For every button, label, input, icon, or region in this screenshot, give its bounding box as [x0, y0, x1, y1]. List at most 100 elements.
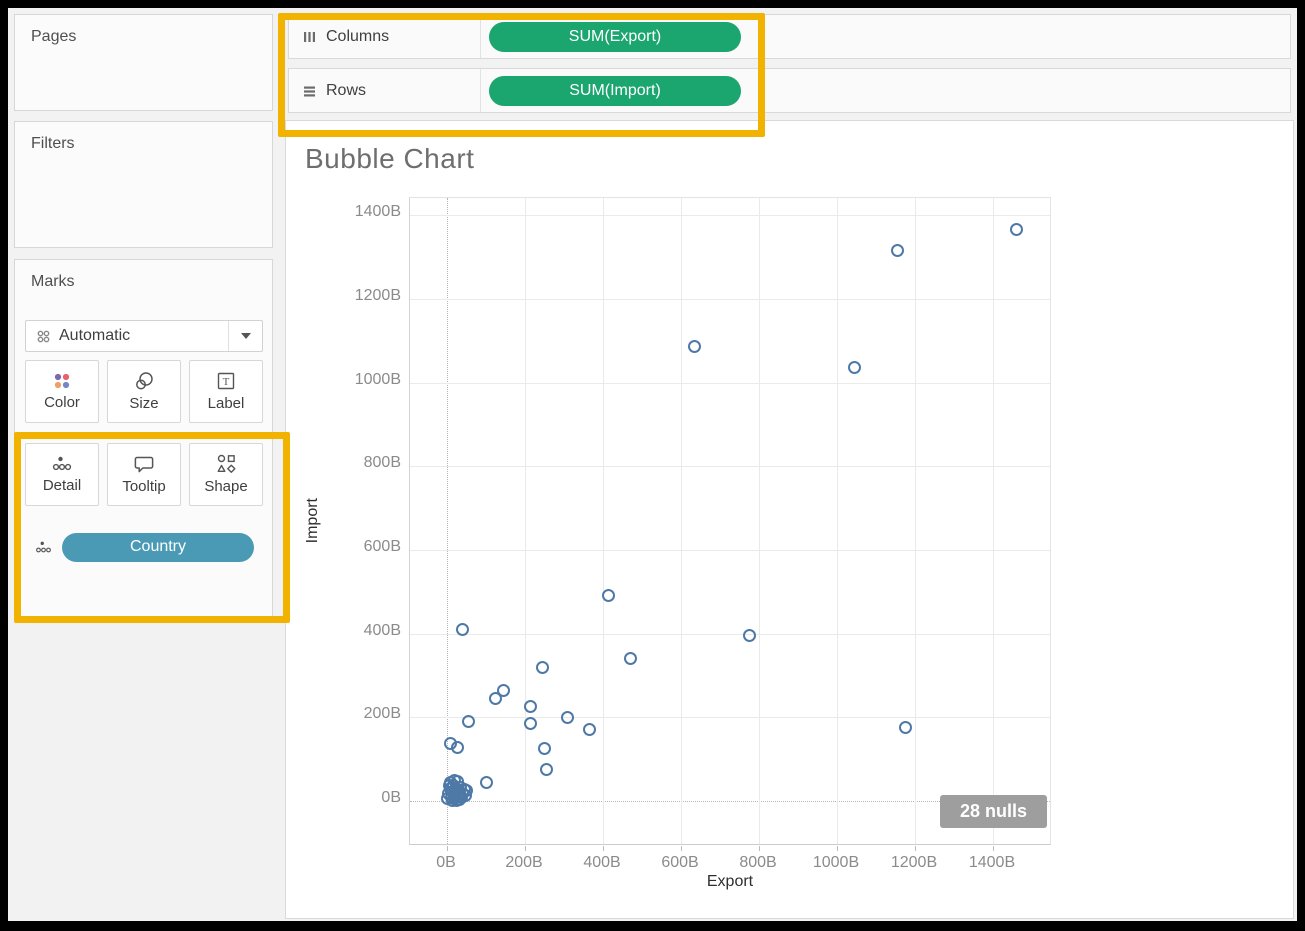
filters-shelf-label: Filters — [31, 135, 75, 152]
encoding-row: Country — [15, 532, 272, 562]
tooltip-button-label: Tooltip — [122, 477, 166, 495]
x-tick-label: 200B — [505, 854, 543, 871]
detail-button-label: Detail — [42, 477, 82, 494]
data-point[interactable] — [442, 778, 456, 792]
data-point[interactable] — [489, 691, 503, 705]
data-point[interactable] — [446, 793, 460, 807]
shape-button[interactable]: Shape — [189, 443, 263, 506]
sum-import-pill[interactable]: SUM(Import) — [489, 75, 741, 106]
rows-shelf-header: Rows — [289, 69, 481, 112]
plot-area[interactable]: 28 nulls — [409, 197, 1051, 851]
x-tick-label: 800B — [739, 854, 777, 871]
mark-type-value: Automatic — [59, 327, 131, 344]
data-point[interactable] — [898, 721, 912, 735]
color-button[interactable]: Color — [25, 360, 99, 423]
data-point[interactable] — [1009, 223, 1023, 237]
y-tick-label: 1200B — [354, 286, 401, 304]
columns-shelf[interactable]: Columns SUM(Export) — [288, 14, 1291, 59]
rows-shelf[interactable]: Rows SUM(Import) — [288, 68, 1291, 113]
y-gridline — [410, 382, 1050, 384]
data-point[interactable] — [456, 622, 470, 636]
worksheet-view: Bubble Chart Import 28 nulls Export 0B 0B… — [285, 120, 1294, 919]
rows-icon — [302, 84, 317, 98]
y-tick-label: 1400B — [354, 203, 401, 221]
x-tick-label: 1400B — [968, 854, 1016, 871]
detail-dots-icon — [52, 455, 72, 473]
label-text-icon: T — [216, 371, 236, 391]
data-point[interactable] — [479, 775, 493, 789]
nulls-indicator-badge[interactable]: 28 nulls — [940, 795, 1047, 828]
country-pill[interactable]: Country — [62, 532, 254, 562]
data-point[interactable] — [497, 683, 511, 697]
x-axis-tick — [837, 846, 838, 851]
data-point[interactable] — [538, 742, 551, 756]
color-dots-icon — [53, 372, 71, 390]
chevron-down-icon — [240, 333, 251, 339]
x-gridline — [681, 198, 682, 844]
color-button-label: Color — [44, 394, 80, 411]
data-point[interactable] — [688, 340, 702, 354]
y-zero-line — [410, 801, 1050, 802]
mark-type-dropdown[interactable]: Automatic — [25, 320, 263, 352]
y-tick-label: 200B — [363, 705, 401, 723]
size-circles-icon — [134, 371, 154, 391]
data-point[interactable] — [460, 784, 473, 798]
x-axis-tick — [759, 846, 760, 851]
data-point[interactable] — [536, 660, 550, 674]
data-point[interactable] — [602, 589, 616, 603]
data-point[interactable] — [582, 723, 596, 737]
data-point[interactable] — [561, 710, 575, 724]
x-gridline — [759, 198, 760, 844]
columns-icon — [302, 30, 317, 44]
size-button-label: Size — [129, 395, 159, 412]
y-gridline — [410, 717, 1050, 719]
x-axis-tick — [603, 846, 604, 851]
y-tick-label: 1000B — [354, 370, 401, 388]
marks-card-title: Marks — [31, 273, 75, 290]
svg-text:T: T — [223, 376, 230, 388]
y-gridline — [410, 633, 1050, 635]
tableau-workspace: Pages Filters Marks Automatic — [8, 8, 1297, 921]
tooltip-button[interactable]: Tooltip — [107, 443, 181, 506]
sum-export-pill[interactable]: SUM(Export) — [489, 21, 741, 52]
detail-button[interactable]: Detail — [25, 443, 99, 506]
columns-shelf-label: Columns — [326, 27, 390, 45]
data-point[interactable] — [848, 361, 862, 375]
tooltip-bubble-icon — [133, 455, 155, 474]
x-gridline — [837, 198, 838, 844]
data-point[interactable] — [890, 244, 904, 258]
x-tick-label: 1200B — [890, 854, 938, 871]
columns-shelf-header: Columns — [289, 15, 481, 58]
y-gridline — [410, 298, 1050, 300]
size-button[interactable]: Size — [107, 360, 181, 423]
pages-shelf[interactable]: Pages — [14, 14, 273, 111]
x-gridline — [603, 198, 604, 844]
data-point[interactable] — [742, 629, 756, 643]
x-axis-tick — [681, 846, 682, 851]
filters-shelf[interactable]: Filters — [14, 121, 273, 248]
y-gridline — [410, 466, 1050, 468]
data-point[interactable] — [524, 717, 538, 731]
x-gridline — [525, 198, 526, 844]
y-tick-label: 0B — [381, 789, 401, 806]
data-point[interactable] — [444, 737, 458, 751]
y-tick-label: 800B — [363, 454, 401, 472]
y-gridline — [410, 549, 1050, 551]
x-axis-tick — [525, 846, 526, 851]
x-tick-label: 1000B — [812, 854, 860, 871]
x-gridline — [915, 198, 916, 844]
x-axis-tick — [447, 846, 448, 851]
y-tick-label: 400B — [363, 621, 401, 639]
shape-button-label: Shape — [204, 478, 248, 495]
data-point[interactable] — [539, 763, 553, 777]
x-tick-label: 600B — [661, 854, 699, 871]
data-point[interactable] — [461, 714, 475, 728]
mark-type-caret-button[interactable] — [228, 321, 262, 351]
label-button[interactable]: T Label — [189, 360, 263, 423]
detail-role-icon — [35, 540, 52, 555]
data-point[interactable] — [623, 652, 637, 666]
x-zero-line — [447, 198, 448, 844]
data-point[interactable] — [524, 700, 538, 714]
y-tick-label: 600B — [363, 537, 401, 555]
chart-title: Bubble Chart — [305, 143, 475, 174]
